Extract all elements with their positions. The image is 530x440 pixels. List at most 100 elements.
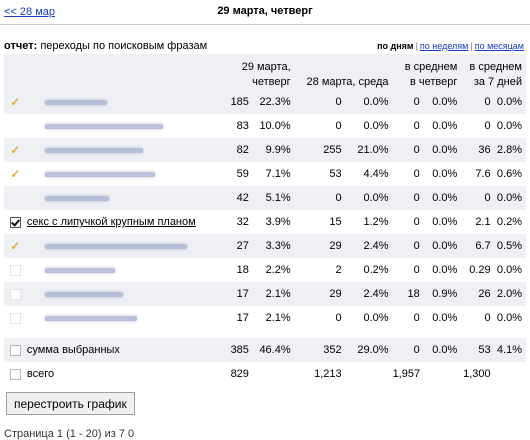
cell-wd-pct: 0.9%: [422, 282, 462, 306]
cell-today: 18: [236, 264, 249, 276]
row-checkbox[interactable]: [9, 288, 21, 300]
period-months[interactable]: по месяцам: [474, 41, 524, 51]
cell-yest: 255: [294, 138, 345, 162]
cell-today: 185: [212, 90, 252, 114]
chart-mark-icon[interactable]: ✓: [10, 167, 21, 181]
table-row: ✓ 82 9.9% 255 21.0% 0 0.0% 36 2.8%: [4, 138, 526, 162]
cell-today: 17: [236, 312, 249, 324]
table-header-row: 29 марта, четверг 28 марта, среда в сред…: [4, 54, 526, 90]
summary-total-label: всего: [26, 368, 55, 380]
cell-w7-pct: 0.2%: [496, 216, 522, 228]
summary-selected-row: сумма выбранных 385 46.4% 352 29.0% 0 0.…: [4, 338, 526, 362]
col-today: 29 марта, четверг: [212, 54, 295, 90]
summary-total-checkbox[interactable]: [9, 368, 21, 380]
cell-today: 82: [212, 138, 252, 162]
blurred-phrase-link[interactable]: [44, 123, 163, 129]
cell-today-pct: 10.0%: [259, 120, 291, 132]
cell-w7: 0: [461, 90, 494, 114]
cell-wd: 0: [413, 216, 420, 228]
cell-yest-pct: 0.2%: [363, 264, 389, 276]
cell-wd-pct: 0.0%: [432, 312, 458, 324]
pagination-text: Страница 1 (1 - 20) из 7 0: [4, 428, 135, 440]
period-switcher: по дням | по неделям | по месяцам: [377, 41, 524, 51]
report-label: отчет:: [4, 40, 38, 52]
rebuild-chart-button[interactable]: перестроить график: [6, 392, 135, 415]
cell-today: 32: [236, 216, 249, 228]
blurred-phrase-link[interactable]: [44, 243, 187, 249]
cell-yest: 29: [294, 282, 345, 306]
table-row: секс с липучкой крупным планом 32 3.9% 15 1.…: [4, 210, 526, 234]
cell-yest-pct: 21.0%: [344, 138, 393, 162]
report-line: отчет: переходы по поисковым фразам: [4, 40, 207, 52]
cell-today-pct: 5.1%: [251, 186, 295, 210]
cell-yest: 0: [294, 90, 345, 114]
cell-today-pct: 22.3%: [251, 90, 295, 114]
cell-wd-pct: 0.0%: [432, 168, 458, 180]
cell-w7-pct: 0.0%: [493, 90, 526, 114]
cell-today-pct: 2.1%: [251, 282, 295, 306]
cell-yest-pct: 0.0%: [363, 120, 389, 132]
chart-mark-icon[interactable]: ✓: [10, 239, 21, 253]
table-row: ✓ 27 3.3% 29 2.4% 0 0.0% 6.7 0.5%: [4, 234, 526, 258]
cell-wd: 0: [392, 186, 423, 210]
cell-w7: 26: [461, 282, 494, 306]
summary-selected-checkbox[interactable]: [9, 344, 21, 356]
cell-yest-pct: 0.0%: [344, 90, 393, 114]
cell-yest: 0: [335, 312, 342, 324]
col-yesterday: 28 марта, среда: [294, 54, 393, 90]
cell-w7: 0: [484, 312, 491, 324]
cell-yest: 0: [335, 120, 342, 132]
cell-today-pct: 7.1%: [265, 168, 291, 180]
table-row: 83 10.0% 0 0.0% 0 0.0% 0 0.0%: [4, 114, 526, 138]
cell-yest: 15: [329, 216, 342, 228]
cell-w7-pct: 2.0%: [493, 282, 526, 306]
table-row: 42 5.1% 0 0.0% 0 0.0% 0 0.0%: [4, 186, 526, 210]
row-checkbox[interactable]: [9, 312, 21, 324]
period-weeks[interactable]: по неделям: [419, 41, 469, 51]
blurred-phrase-link[interactable]: [44, 195, 109, 201]
table-row: ✓ 59 7.1% 53 4.4% 0 0.0% 7.6 0.6%: [4, 162, 526, 186]
cell-w7: 0: [461, 186, 494, 210]
row-checkbox[interactable]: [9, 264, 21, 276]
cell-yest-pct: 0.0%: [363, 312, 389, 324]
cell-today: 17: [212, 282, 252, 306]
cell-wd: 0: [392, 90, 423, 114]
blurred-phrase-link[interactable]: [44, 315, 137, 321]
cell-w7: 2.1: [475, 216, 491, 228]
blurred-phrase-link[interactable]: [44, 291, 123, 297]
table-row: 18 2.2% 2 0.2% 0 0.0% 0.29 0.0%: [4, 258, 526, 282]
row-checkbox[interactable]: [9, 216, 21, 228]
cell-today-pct: 2.2%: [265, 264, 291, 276]
stats-table: 29 марта, четверг 28 марта, среда в сред…: [4, 54, 526, 386]
cell-w7-pct: 0.0%: [493, 186, 526, 210]
cell-today: 27: [212, 234, 252, 258]
cell-yest: 0: [294, 186, 345, 210]
cell-wd-pct: 0.0%: [422, 138, 462, 162]
cell-today-pct: 3.9%: [265, 216, 291, 228]
chart-mark-icon[interactable]: ✓: [10, 143, 21, 157]
cell-w7: 0: [484, 120, 491, 132]
cell-w7: 7.6: [475, 168, 491, 180]
search-phrase-link[interactable]: секс с липучкой крупным планом: [26, 216, 196, 228]
cell-w7-pct: 0.6%: [496, 168, 522, 180]
report-title: переходы по поисковым фразам: [40, 40, 208, 52]
cell-wd-pct: 0.0%: [432, 216, 458, 228]
cell-wd-pct: 0.0%: [422, 234, 462, 258]
cell-wd-pct: 0.0%: [422, 90, 462, 114]
cell-wd: 0: [392, 234, 423, 258]
cell-wd: 0: [392, 138, 423, 162]
cell-w7-pct: 2.8%: [493, 138, 526, 162]
cell-yest: 2: [335, 264, 342, 276]
blurred-phrase-link[interactable]: [44, 267, 115, 273]
period-days[interactable]: по дням: [377, 41, 414, 51]
summary-selected-label: сумма выбранных: [26, 338, 213, 362]
cell-yest-pct: 1.2%: [363, 216, 389, 228]
cell-yest-pct: 2.4%: [344, 234, 393, 258]
chart-mark-icon[interactable]: ✓: [10, 95, 21, 109]
cell-yest-pct: 0.0%: [344, 186, 393, 210]
blurred-phrase-link[interactable]: [44, 147, 143, 153]
blurred-phrase-link[interactable]: [44, 99, 107, 105]
blurred-phrase-link[interactable]: [44, 171, 155, 177]
prev-day-link[interactable]: << 28 мар: [4, 6, 55, 18]
cell-w7-pct: 0.0%: [496, 312, 522, 324]
